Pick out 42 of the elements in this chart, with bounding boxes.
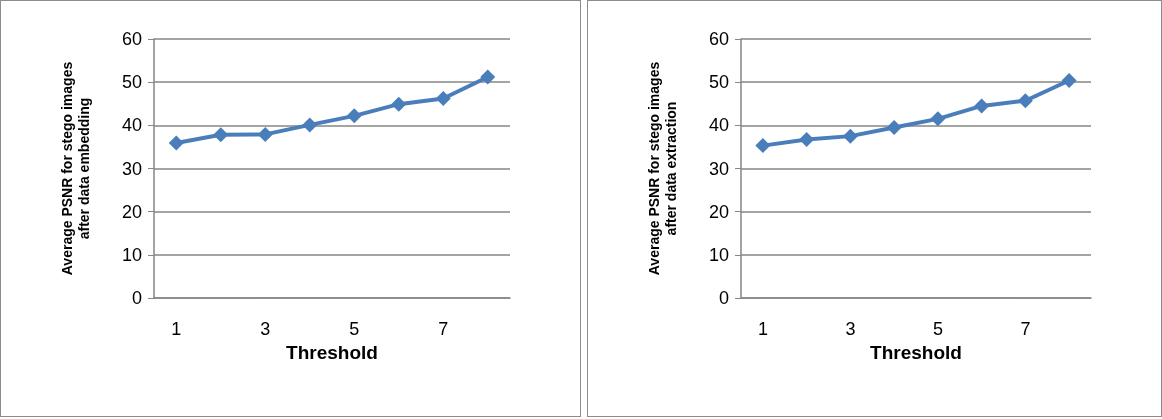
- y-tick-label: 20: [121, 201, 142, 222]
- y-tick-label: 60: [121, 29, 142, 49]
- x-axis-title: Threshold: [286, 342, 378, 363]
- y-tick-label: 30: [121, 158, 142, 179]
- x-axis-title: Threshold: [870, 342, 962, 363]
- y-axis-title: Average PSNR for stego images after data embedding: [58, 61, 92, 276]
- y-tick-label: 50: [708, 72, 729, 93]
- point: [213, 127, 229, 143]
- point: [974, 98, 990, 114]
- point: [480, 69, 496, 85]
- x-tick-label: 7: [438, 319, 449, 339]
- point: [886, 119, 902, 135]
- point: [755, 138, 771, 154]
- point: [346, 108, 362, 124]
- point: [168, 135, 184, 151]
- y-tick-label: 50: [121, 72, 142, 93]
- point: [930, 111, 946, 127]
- point: [1061, 72, 1077, 88]
- y-tick-label: 60: [708, 29, 729, 49]
- y-tick-label: 0: [718, 288, 729, 308]
- point: [302, 117, 318, 133]
- x-tick-label: 5: [349, 319, 360, 339]
- point: [799, 132, 815, 148]
- y-tick-label: 10: [121, 244, 142, 265]
- point: [391, 96, 407, 112]
- x-tick-label: 1: [757, 319, 768, 339]
- x-tick-label: 3: [845, 319, 856, 339]
- point: [842, 128, 858, 144]
- point: [1017, 93, 1033, 109]
- y-tick-label: 0: [131, 288, 142, 308]
- x-tick-label: 7: [1020, 319, 1031, 339]
- x-tick-label: 1: [171, 319, 182, 339]
- x-tick-label: 3: [260, 319, 271, 339]
- y-axis-title: Average PSNR for stego images after data extraction: [645, 61, 679, 276]
- x-tick-label: 5: [932, 319, 943, 339]
- y-tick-label: 40: [708, 115, 729, 136]
- point: [257, 126, 273, 142]
- y-tick-label: 20: [708, 201, 729, 222]
- point: [435, 91, 451, 107]
- y-tick-label: 40: [121, 115, 142, 136]
- y-tick-label: 30: [708, 158, 729, 179]
- y-tick-label: 10: [708, 244, 729, 265]
